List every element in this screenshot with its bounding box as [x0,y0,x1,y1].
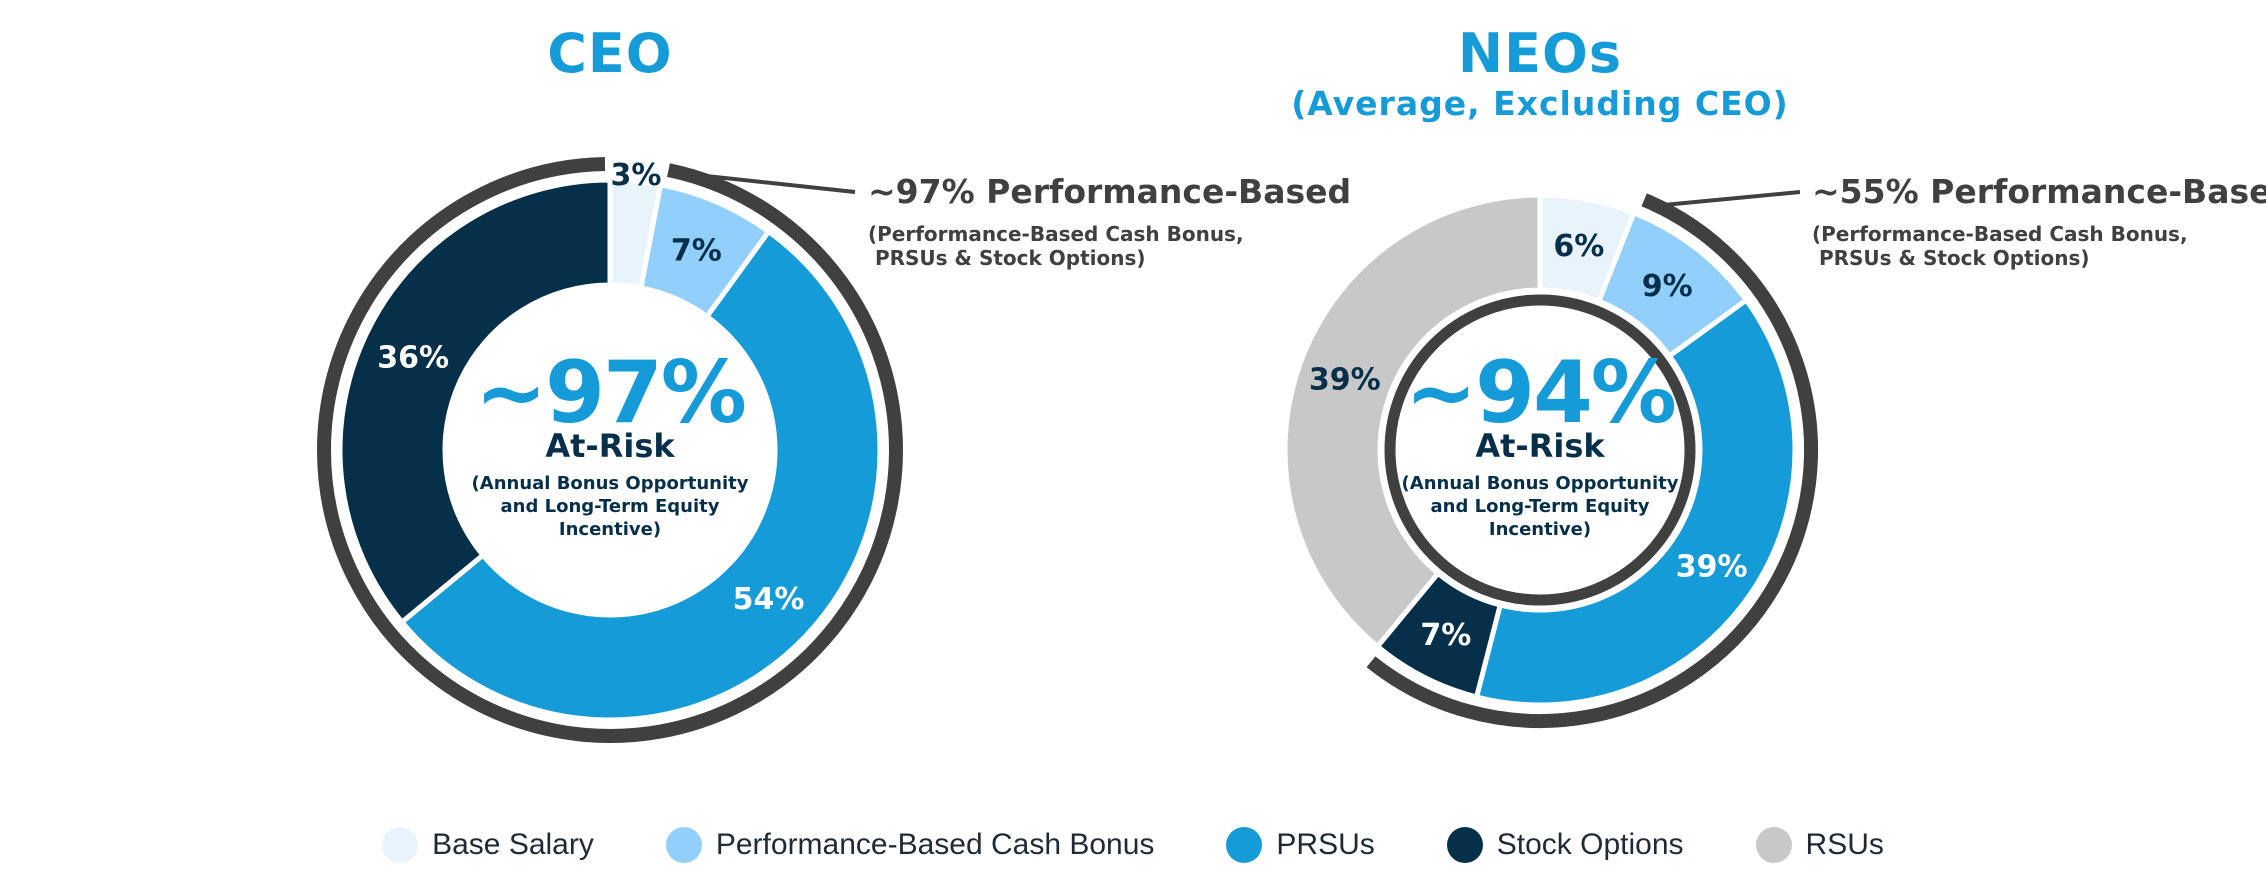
neo-callout-line [1656,190,1801,208]
neo-performance-based-note: (Performance-Based Cash Bonus, PRSUs & S… [1812,222,2188,270]
ceo-at-risk-label: At-Risk [545,427,675,465]
neo-performance-based-label: ~55% Performance-Based [1812,172,2266,211]
neo-at-risk-note: (Annual Bonus Opportunity and Long-Term … [1401,473,1679,540]
legend-item-rsus: RSUs [1755,827,1884,863]
ceo-slice-label: 7% [671,233,722,268]
neo-slice-prsus [1473,296,1798,708]
ceo-performance-based-ring [317,157,903,743]
neo-slice-label: 39% [1309,363,1381,398]
ceo-slice-label: 3% [611,158,662,193]
neo-slice-label: 9% [1642,269,1693,304]
ceo-at-risk-note: (Annual Bonus Opportunity and Long-Term … [471,473,749,540]
neo-performance-based-ring [1366,193,1818,728]
legend-swatch [665,827,702,863]
legend-label: Stock Options [1496,828,1684,861]
ceo-slice-label: 36% [377,340,449,375]
chart-legend: Base Salary Performance-Based Cash Bonus… [0,820,2266,870]
ceo-performance-based-note: (Performance-Based Cash Bonus, PRSUs & S… [868,222,1244,270]
neo-slice-label: 39% [1676,550,1748,585]
legend-swatch [1226,827,1263,863]
legend-label: Performance-Based Cash Bonus [715,828,1155,861]
ceo-slice-stock-options [337,177,613,626]
legend-item-stock-options: Stock Options [1446,827,1684,863]
neo-at-risk-percent: ~94% [1405,343,1677,443]
neo-chart-title: NEOs [1457,22,1623,85]
ceo-slice-label: 54% [733,582,805,617]
ceo-at-risk-percent: ~97% [475,343,747,443]
legend-swatch [382,827,419,863]
neo-slice-label: 7% [1420,618,1471,653]
ceo-callout-line [682,171,856,194]
ceo-chart-title: CEO [547,22,673,85]
ceo-slice-prsus [398,228,883,723]
neo-slice-rsus [1282,192,1543,651]
legend-swatch [1446,827,1483,863]
legend-label: RSUs [1805,828,1884,861]
neo-slice-label: 6% [1553,229,1604,264]
neo-chart-subtitle: (Average, Excluding CEO) [1291,84,1789,123]
legend-swatch [1755,827,1792,863]
legend-item-base-salary: Base Salary [382,827,594,863]
ceo-performance-based-label: ~97% Performance-Based [868,172,1352,211]
legend-label: Base Salary [432,828,594,861]
legend-item-performance-based-cash-bonus: Performance-Based Cash Bonus [665,827,1155,863]
neo-at-risk-inner-ring [1384,294,1696,606]
neo-at-risk-label: At-Risk [1475,427,1605,465]
legend-label: PRSUs [1276,828,1375,861]
legend-item-prsus: PRSUs [1226,827,1375,863]
